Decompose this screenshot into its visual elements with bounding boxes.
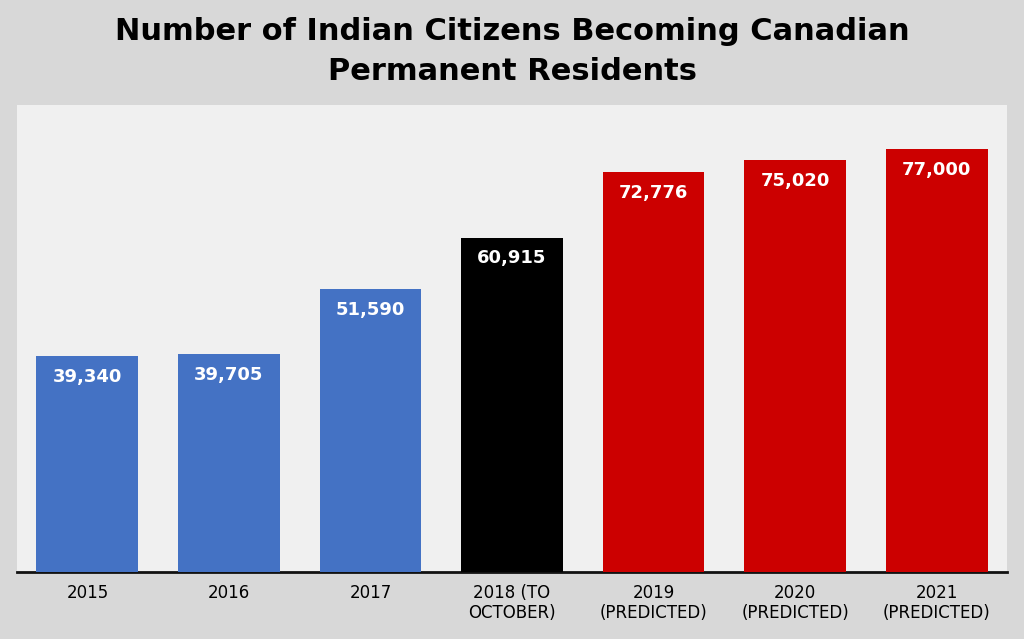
Bar	[178, 354, 280, 573]
Text: 77,000: 77,000	[902, 161, 971, 179]
Bar	[461, 238, 563, 573]
Bar	[37, 356, 138, 573]
Text: 72,776: 72,776	[618, 184, 688, 202]
Bar	[602, 173, 705, 573]
Bar	[886, 149, 987, 573]
Bar	[744, 160, 846, 573]
Text: 60,915: 60,915	[477, 249, 547, 267]
Text: 39,340: 39,340	[53, 368, 122, 386]
Text: 51,590: 51,590	[336, 300, 406, 318]
Title: Number of Indian Citizens Becoming Canadian
Permanent Residents: Number of Indian Citizens Becoming Canad…	[115, 17, 909, 86]
Text: 39,705: 39,705	[195, 366, 263, 384]
Bar	[319, 289, 422, 573]
Text: 75,020: 75,020	[761, 172, 829, 190]
